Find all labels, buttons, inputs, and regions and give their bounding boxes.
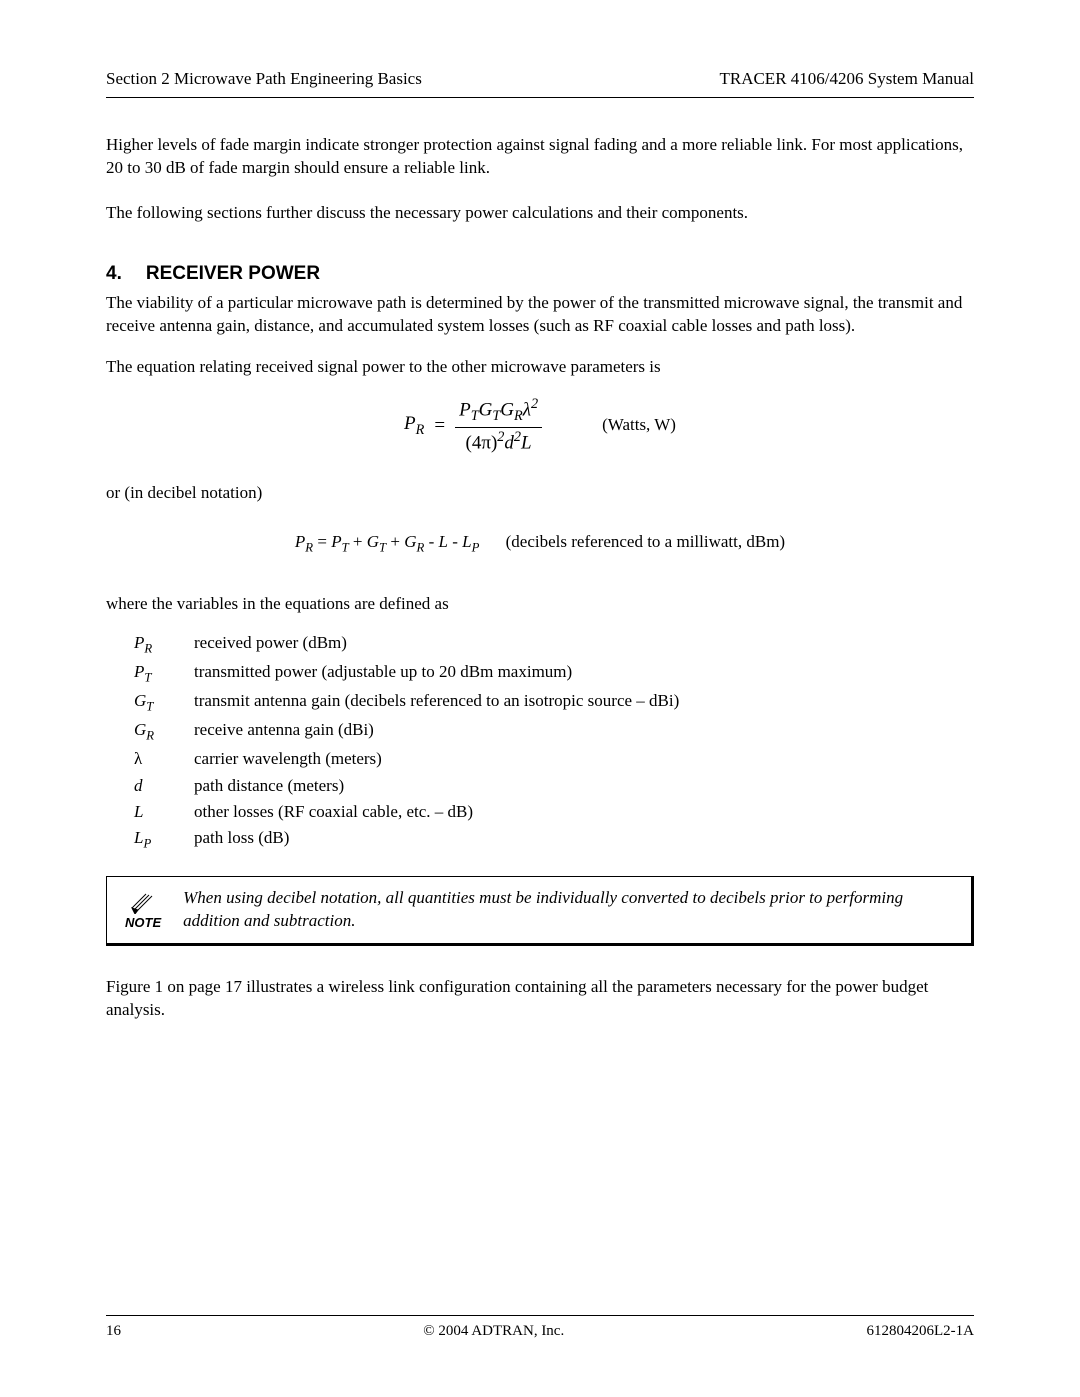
equation-dbm: PR = PT + GT + GR - L - LP (decibels ref…	[106, 531, 974, 557]
footer-page-number: 16	[106, 1321, 121, 1341]
note-callout: NOTE When using decibel notation, all qu…	[106, 876, 974, 946]
var-def: other losses (RF coaxial cable, etc. – d…	[194, 799, 473, 825]
paragraph-figure-ref: Figure 1 on page 17 illustrates a wirele…	[106, 976, 974, 1022]
footer-copyright: © 2004 ADTRAN, Inc.	[423, 1321, 564, 1341]
eq2-label: (decibels referenced to a milliwatt, dBm…	[506, 532, 785, 551]
paragraph-where: where the variables in the equations are…	[106, 593, 974, 616]
var-row: dpath distance (meters)	[134, 773, 974, 799]
paragraph-or-decibel: or (in decibel notation)	[106, 482, 974, 505]
note-icon: NOTE	[125, 892, 161, 929]
var-def: receive antenna gain (dBi)	[194, 717, 374, 746]
eq1-numerator: PTGTGRλ2	[455, 397, 542, 428]
var-row: LPpath loss (dB)	[134, 825, 974, 854]
var-def: transmitted power (adjustable up to 20 d…	[194, 659, 572, 688]
eq1-lhs: PR	[404, 411, 424, 440]
var-def: transmit antenna gain (decibels referenc…	[194, 688, 679, 717]
note-text: When using decibel notation, all quantit…	[183, 887, 953, 933]
var-row: Lother losses (RF coaxial cable, etc. – …	[134, 799, 974, 825]
section-heading: 4. RECEIVER POWER	[106, 261, 974, 287]
eq1-equals: =	[434, 413, 445, 439]
paragraph-viability: The viability of a particular microwave …	[106, 292, 974, 338]
footer-docnum: 612804206L2-1A	[866, 1321, 974, 1341]
equation-watts: PR = PTGTGRλ2 (4π)2d2L (Watts, W)	[106, 397, 974, 454]
eq1-fraction: PTGTGRλ2 (4π)2d2L	[455, 397, 542, 454]
variable-definitions: PRreceived power (dBm) PTtransmitted pow…	[134, 630, 974, 855]
header-left: Section 2 Microwave Path Engineering Bas…	[106, 68, 422, 91]
section-title: RECEIVER POWER	[146, 261, 320, 287]
var-row: GRreceive antenna gain (dBi)	[134, 717, 974, 746]
var-row: GTtransmit antenna gain (decibels refere…	[134, 688, 974, 717]
var-row: PTtransmitted power (adjustable up to 20…	[134, 659, 974, 688]
note-label: NOTE	[125, 915, 161, 930]
var-def: path loss (dB)	[194, 825, 289, 854]
section-number: 4.	[106, 261, 122, 287]
var-row: PRreceived power (dBm)	[134, 630, 974, 659]
var-def: received power (dBm)	[194, 630, 347, 659]
paragraph-equation-intro: The equation relating received signal po…	[106, 356, 974, 379]
paragraph-fade-margin: Higher levels of fade margin indicate st…	[106, 134, 974, 180]
eq1-denominator: (4π)2d2L	[462, 428, 536, 454]
var-def: carrier wavelength (meters)	[194, 746, 382, 772]
page-footer: 16 © 2004 ADTRAN, Inc. 612804206L2-1A	[106, 1315, 974, 1341]
var-def: path distance (meters)	[194, 773, 344, 799]
var-row: λcarrier wavelength (meters)	[134, 746, 974, 772]
page-header: Section 2 Microwave Path Engineering Bas…	[106, 68, 974, 98]
eq1-unit: (Watts, W)	[602, 414, 676, 437]
header-right: TRACER 4106/4206 System Manual	[719, 68, 974, 91]
paragraph-following: The following sections further discuss t…	[106, 202, 974, 225]
eq2-expression: PR = PT + GT + GR - L - LP	[295, 532, 484, 551]
